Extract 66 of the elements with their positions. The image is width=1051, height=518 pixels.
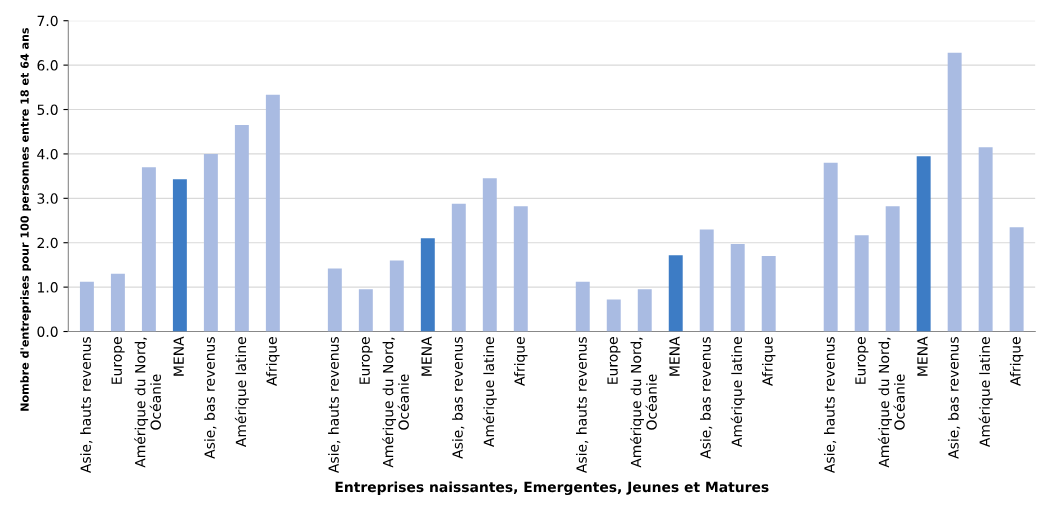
x-tick-label: Europe xyxy=(607,337,621,384)
bar xyxy=(141,167,156,332)
bar xyxy=(854,235,869,332)
x-tick-label: Europe xyxy=(855,337,869,384)
y-tick-label: 2.0 xyxy=(37,237,58,249)
x-tick-label: Amérique latine xyxy=(482,337,497,448)
x-tick-label: Asie, bas revenus xyxy=(452,337,465,459)
bar xyxy=(916,156,931,332)
bar xyxy=(451,203,466,332)
x-tick-label: Asie, hauts revenus xyxy=(823,337,837,473)
bar xyxy=(327,268,342,332)
x-tick-label: Afrique xyxy=(514,337,528,386)
bar xyxy=(699,229,714,332)
bar xyxy=(265,94,280,332)
bar xyxy=(482,178,497,332)
x-tick-label: Amérique du Nord, Océanie xyxy=(629,337,657,468)
x-tick-label: Asie, bas revenus xyxy=(204,337,217,459)
bar xyxy=(730,244,745,332)
bar xyxy=(358,289,373,332)
y-axis-title: Nombre d'entreprises pour 100 personnes entre 18 et 64 ans xyxy=(20,27,31,411)
bar xyxy=(575,281,590,332)
bar xyxy=(978,147,993,332)
x-tick-label: MENA xyxy=(917,336,928,376)
x-tick-label: Afrique xyxy=(1009,337,1024,386)
bar xyxy=(420,238,435,332)
x-tick-label: Afrique xyxy=(266,337,280,386)
x-tick-label: Asie, bas revenus xyxy=(700,337,713,459)
x-tick-label: Afrique xyxy=(761,337,776,386)
x-tick-label: Amérique latine xyxy=(234,337,249,448)
x-tick-label: Asie, bas revenus xyxy=(947,337,961,459)
x-tick-label: MENA xyxy=(173,336,184,376)
x-tick-label: Europe xyxy=(359,337,373,384)
bar xyxy=(389,260,404,332)
x-tick-label: Amérique latine xyxy=(730,337,745,448)
bar xyxy=(761,256,776,332)
bar xyxy=(234,125,249,332)
x-tick-label: Amérique du Nord, Océanie xyxy=(382,337,409,468)
bar xyxy=(513,206,528,332)
y-tick-label: 3.0 xyxy=(37,193,58,204)
y-tick-label: 6.0 xyxy=(37,60,58,71)
x-tick-label: Amérique latine xyxy=(978,337,993,448)
bar xyxy=(172,179,187,332)
bar xyxy=(110,273,125,332)
bar xyxy=(79,281,94,332)
bar xyxy=(668,255,683,332)
bar xyxy=(203,153,218,332)
bar xyxy=(1009,227,1024,332)
bar xyxy=(637,289,652,332)
bar xyxy=(823,162,838,332)
y-tick-label: 7.0 xyxy=(37,15,58,27)
y-tick-label: 1.0 xyxy=(38,282,58,293)
x-axis-title: Entreprises naissantes, Emergentes, Jeunes et Matures xyxy=(335,481,769,495)
x-tick-label: Amérique du Nord, Océanie xyxy=(877,337,905,468)
bar xyxy=(947,52,962,332)
bar xyxy=(885,206,900,332)
y-tick-label: 5.0 xyxy=(37,104,58,115)
y-tick-label: 0.0 xyxy=(37,326,58,337)
x-tick-label: Europe xyxy=(111,337,125,384)
x-tick-label: Amérique du Nord, Océanie xyxy=(134,337,161,468)
bar xyxy=(606,299,621,332)
x-tick-label: Asie, hauts revenus xyxy=(328,337,341,473)
x-tick-label: Asie, hauts revenus xyxy=(80,337,93,473)
y-tick-label: 4.0 xyxy=(37,148,58,160)
x-tick-label: MENA xyxy=(669,336,680,376)
x-tick-label: MENA xyxy=(421,336,432,376)
x-tick-label: Asie, hauts revenus xyxy=(576,337,589,473)
